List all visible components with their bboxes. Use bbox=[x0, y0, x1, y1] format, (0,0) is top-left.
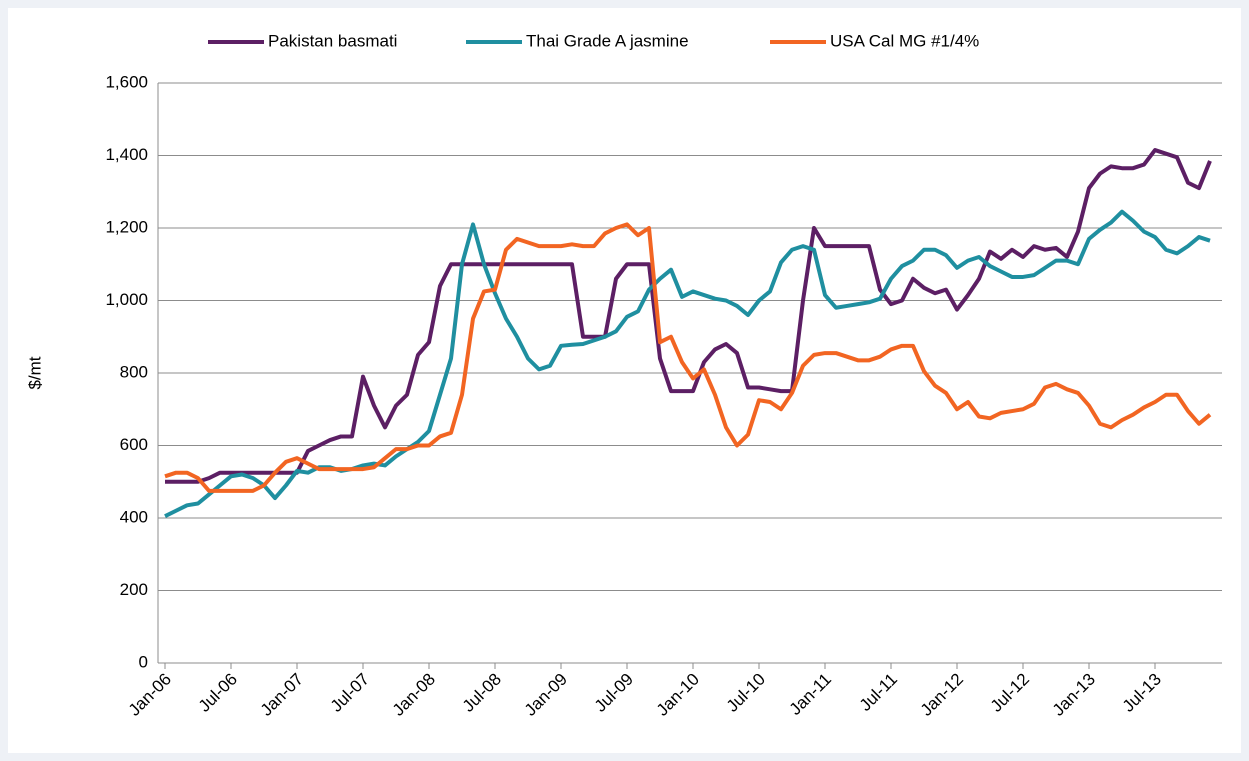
legend-label: Pakistan basmati bbox=[268, 31, 397, 50]
y-tick-label: 0 bbox=[139, 652, 148, 671]
y-tick-label: 1,400 bbox=[105, 145, 148, 164]
series-line bbox=[164, 222, 1212, 493]
legend-label: USA Cal MG #1/4% bbox=[830, 31, 979, 50]
y-tick-label: 1,600 bbox=[105, 72, 148, 91]
y-tick-label: 200 bbox=[120, 580, 148, 599]
y-tick-label: 400 bbox=[120, 507, 148, 526]
series-line bbox=[165, 148, 1212, 484]
y-axis-label: $/mt bbox=[25, 356, 44, 389]
legend-label: Thai Grade A jasmine bbox=[526, 31, 689, 50]
y-tick-label: 1,200 bbox=[105, 217, 148, 236]
chart-area bbox=[8, 8, 1241, 753]
y-tick-label: 600 bbox=[120, 435, 148, 454]
y-tick-label: 1,000 bbox=[105, 290, 148, 309]
y-tick-label: 800 bbox=[120, 362, 148, 381]
